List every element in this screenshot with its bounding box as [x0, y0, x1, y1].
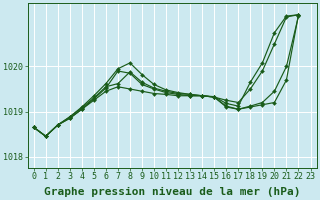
X-axis label: Graphe pression niveau de la mer (hPa): Graphe pression niveau de la mer (hPa) [44, 186, 300, 197]
